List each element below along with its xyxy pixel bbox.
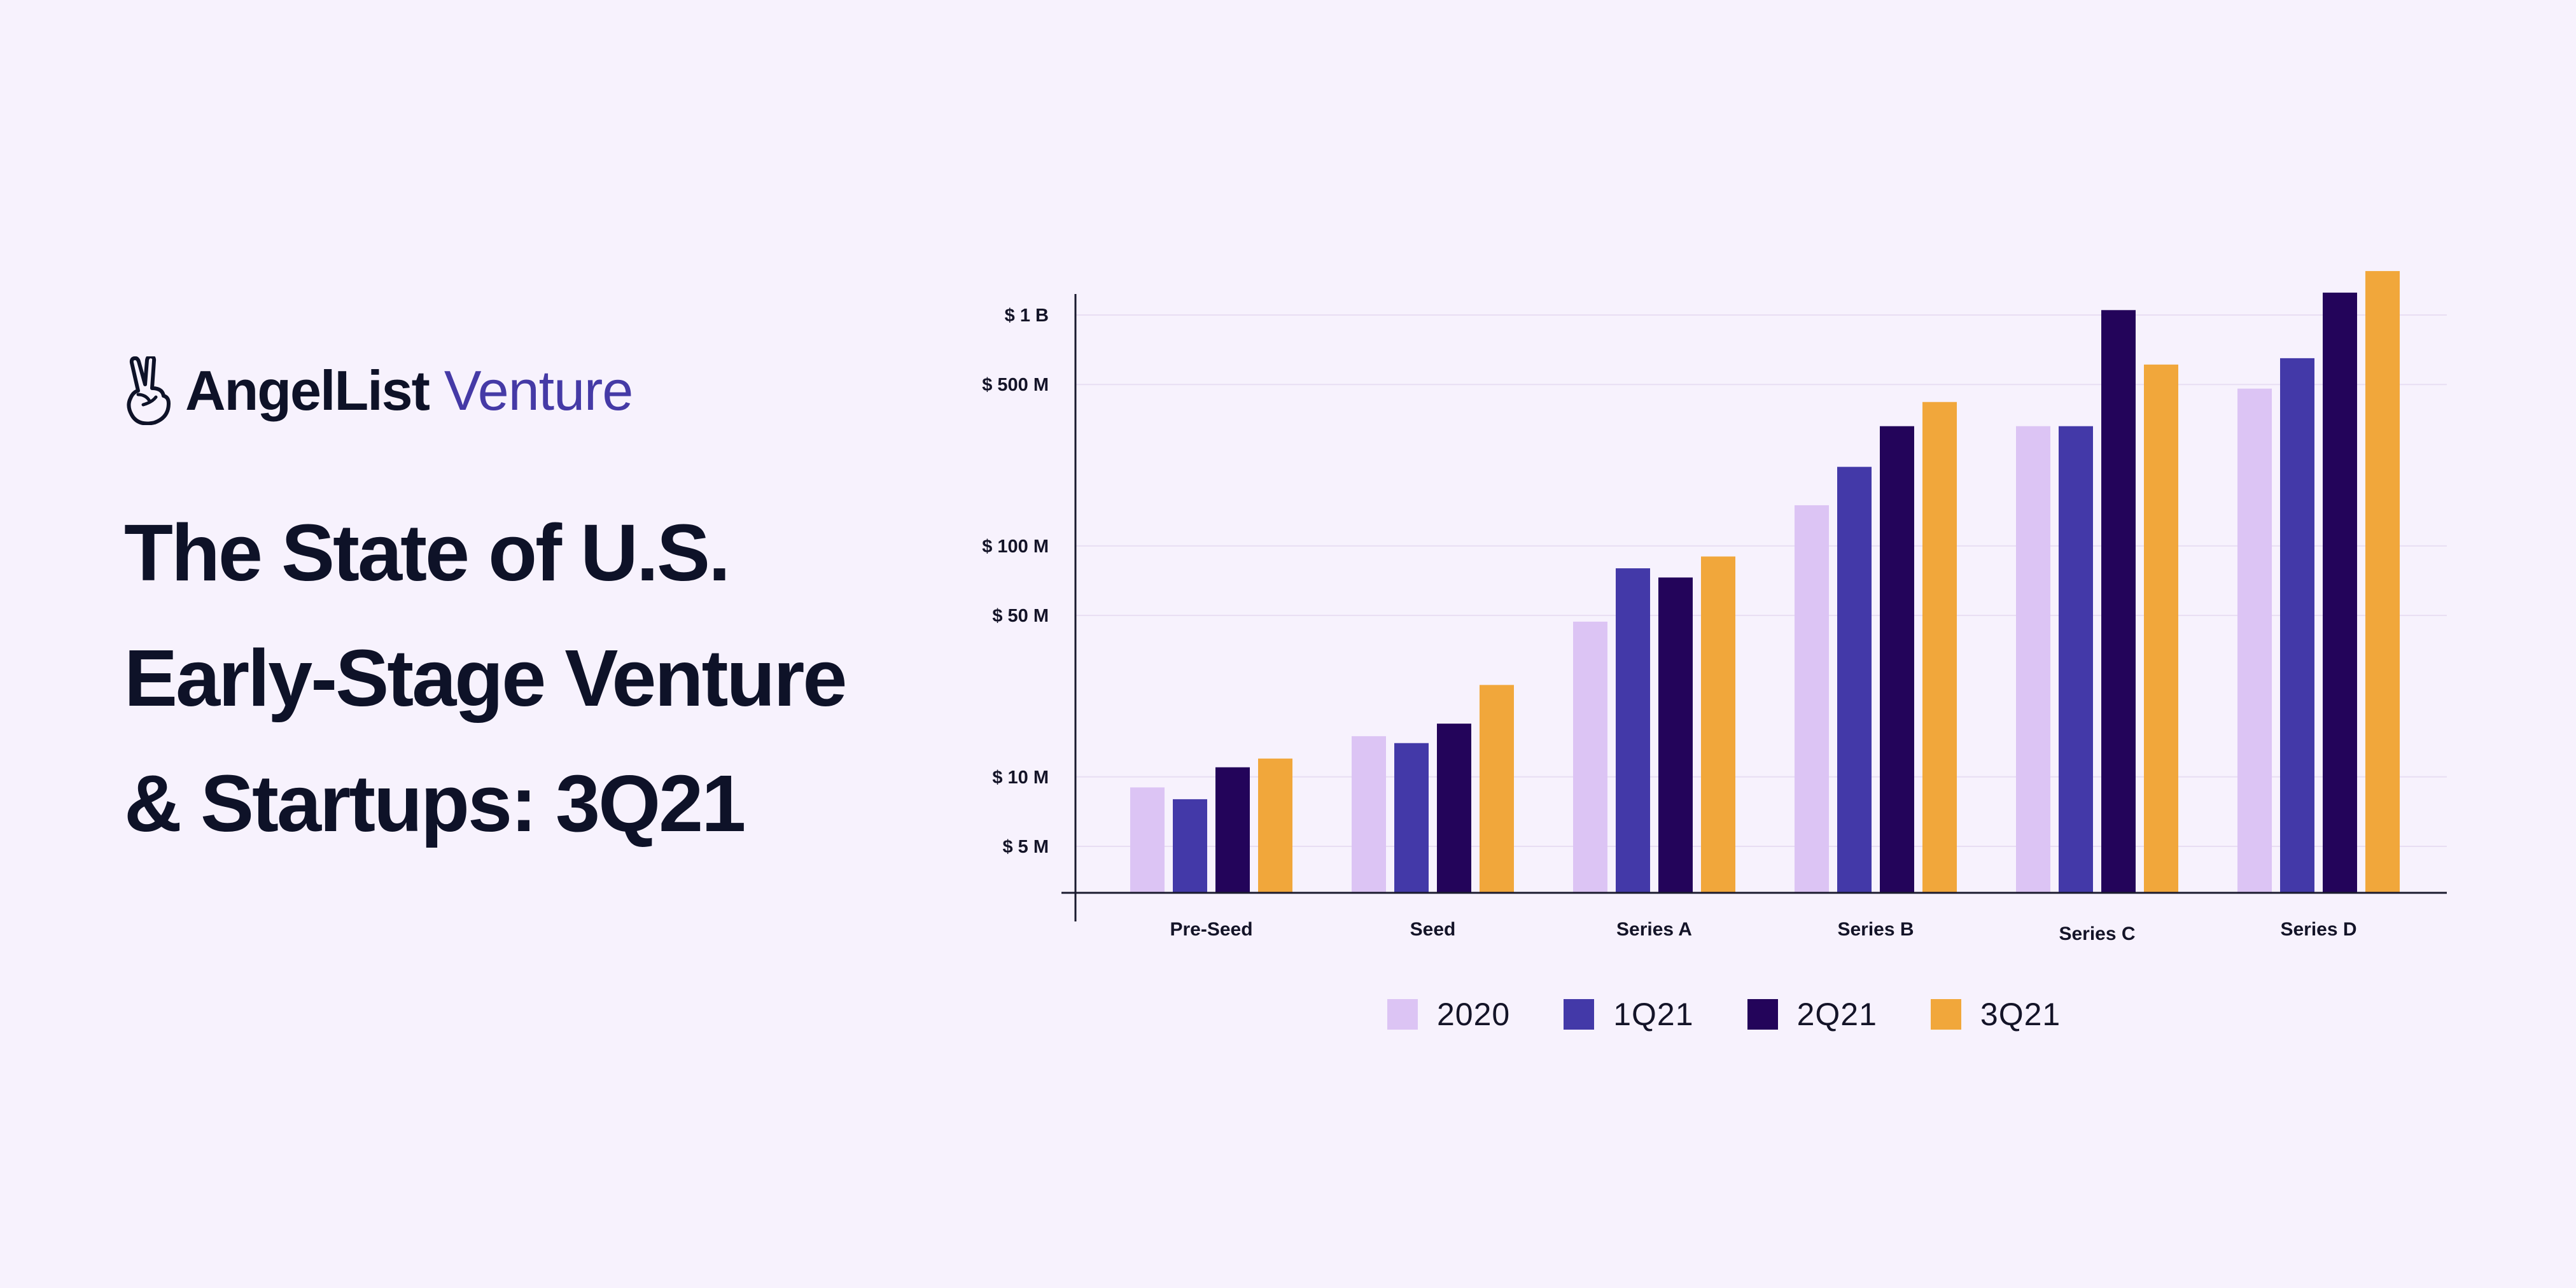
peace-hand-icon — [127, 356, 171, 425]
brand-product: Venture — [444, 359, 633, 422]
y-tick-label: $ 5 M — [1002, 837, 1049, 857]
legend-item: 3Q21 — [1930, 996, 2061, 1033]
y-tick-label: $ 500 M — [982, 375, 1049, 395]
legend-label: 2Q21 — [1796, 997, 1877, 1032]
y-tick-label: $ 100 M — [982, 536, 1049, 557]
bar-series-d-2q21 — [2323, 292, 2357, 893]
bar-series-c-3q21 — [2144, 364, 2178, 893]
bars — [1130, 270, 2400, 893]
y-tick-label: $ 10 M — [992, 767, 1049, 788]
legend-swatch — [1930, 999, 1961, 1030]
legend-label: 1Q21 — [1613, 997, 1694, 1032]
bar-series-c-2020 — [2016, 426, 2050, 893]
bar-series-b-2q21 — [1880, 426, 1914, 893]
page-title: The State of U.S. Early-Stage Venture & … — [124, 490, 977, 866]
bar-pre-seed-2020 — [1130, 787, 1165, 893]
legend-item: 2Q21 — [1747, 996, 1877, 1033]
x-tick-label: Series A — [1616, 919, 1692, 940]
bar-pre-seed-2q21 — [1215, 767, 1250, 893]
brand-logo: AngelList Venture — [124, 356, 633, 425]
x-tick-label: Series B — [1837, 919, 1914, 940]
legend-swatch — [1564, 999, 1595, 1030]
x-tick-label: Pre-Seed — [1170, 919, 1252, 940]
x-tick-label: Seed — [1410, 919, 1456, 940]
x-tick-labels: Pre-Seed Seed Series A Series B Series C Seri… — [1170, 919, 2356, 944]
legend-label: 2020 — [1437, 997, 1511, 1032]
legend-swatch — [1387, 999, 1418, 1030]
bar-series-a-1q21 — [1616, 568, 1650, 893]
x-tick-label: Series C — [2059, 923, 2135, 944]
bar-series-d-3q21 — [2365, 270, 2400, 893]
legend-swatch — [1747, 999, 1778, 1030]
title-line-1: The State of U.S. — [124, 508, 731, 598]
bar-seed-3q21 — [1480, 685, 1514, 893]
title-line-2: Early-Stage Venture — [124, 633, 847, 723]
bar-series-d-1q21 — [2280, 358, 2314, 893]
chart-legend: 2020 1Q21 2Q21 3Q21 — [1387, 996, 2114, 1033]
bar-pre-seed-3q21 — [1258, 759, 1292, 893]
bar-series-a-3q21 — [1701, 556, 1735, 893]
grid-lines — [1075, 314, 2447, 847]
title-line-3: & Startups: 3Q21 — [124, 759, 746, 848]
axes — [1061, 294, 2447, 921]
bar-seed-2020 — [1352, 736, 1386, 893]
bar-series-c-2q21 — [2101, 310, 2136, 893]
x-tick-label: Series D — [2280, 919, 2356, 940]
bar-series-b-2020 — [1795, 505, 1829, 893]
bar-series-c-1q21 — [2059, 426, 2093, 893]
legend-label: 3Q21 — [1980, 997, 2061, 1032]
bar-series-a-2q21 — [1658, 577, 1693, 893]
y-tick-labels: $ 5 M $ 10 M $ 50 M $ 100 M $ 500 M $ 1 B — [982, 305, 1049, 857]
bar-series-b-1q21 — [1837, 466, 1872, 893]
legend-item: 2020 — [1387, 996, 1510, 1033]
bar-series-a-2020 — [1573, 621, 1607, 893]
bar-series-d-2020 — [2237, 388, 2272, 893]
bar-seed-1q21 — [1394, 743, 1429, 893]
y-tick-label: $ 1 B — [1005, 305, 1049, 326]
bar-series-b-3q21 — [1922, 402, 1957, 893]
legend-item: 1Q21 — [1564, 996, 1693, 1033]
y-tick-label: $ 50 M — [992, 606, 1049, 626]
bar-seed-2q21 — [1437, 724, 1471, 893]
bar-pre-seed-1q21 — [1173, 799, 1207, 893]
brand-name: AngelList — [185, 359, 430, 422]
